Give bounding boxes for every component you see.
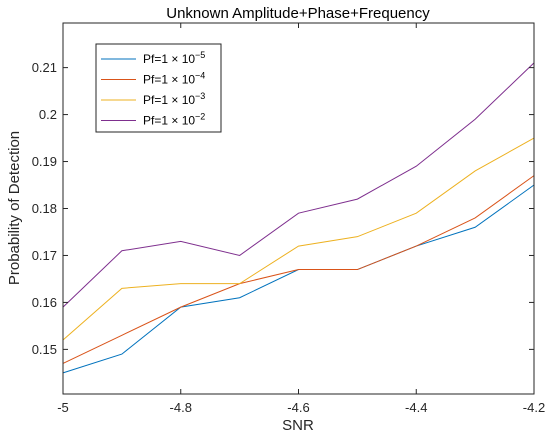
series-line-3: [62, 137, 535, 341]
chart-title: Unknown Amplitude+Phase+Frequency: [166, 5, 430, 22]
legend-label-exponent: −2: [195, 112, 205, 122]
legend-label-4: Pf=1 × 10−2: [143, 112, 205, 128]
x-tick-label: -4.2: [523, 400, 545, 415]
legend-label-1: Pf=1 × 10−5: [143, 50, 205, 66]
legend-label-exponent: −3: [195, 91, 205, 101]
y-tick-label: 0.21: [32, 60, 57, 75]
x-tick-label: -5: [57, 400, 69, 415]
y-tick-label: 0.2: [39, 107, 57, 122]
legend-label-exponent: −5: [195, 50, 205, 60]
legend-label-exponent: −4: [195, 71, 205, 81]
legend: Pf=1 × 10−5Pf=1 × 10−4Pf=1 × 10−3Pf=1 × …: [95, 43, 222, 133]
y-tick-label: 0.16: [32, 295, 57, 310]
legend-label-base: Pf=1 × 10: [143, 73, 195, 87]
y-ticks: 0.15 0.16 0.17 0.18 0.19 0.2 0.21: [32, 60, 534, 357]
series-line-4: [62, 62, 535, 308]
legend-label-base: Pf=1 × 10: [143, 93, 195, 107]
x-axis-title: SNR: [282, 417, 314, 434]
x-tick-label: -4.6: [287, 400, 309, 415]
y-axis-title: Probability of Detection: [6, 131, 23, 285]
y-tick-label: 0.19: [32, 154, 57, 169]
legend-label-base: Pf=1 × 10: [143, 52, 195, 66]
legend-label-base: Pf=1 × 10: [143, 114, 195, 128]
x-tick-label: -4.4: [405, 400, 427, 415]
y-tick-label: 0.17: [32, 248, 57, 263]
legend-label-3: Pf=1 × 10−3: [143, 91, 205, 107]
x-tick-label: -4.8: [170, 400, 192, 415]
y-tick-label: 0.15: [32, 342, 57, 357]
y-tick-label: 0.18: [32, 201, 57, 216]
legend-label-2: Pf=1 × 10−4: [143, 71, 205, 87]
x-ticks: -5 -4.8 -4.6 -4.4 -4.2: [57, 23, 545, 415]
series-line-2: [62, 175, 535, 364]
series-layer: [62, 62, 535, 374]
